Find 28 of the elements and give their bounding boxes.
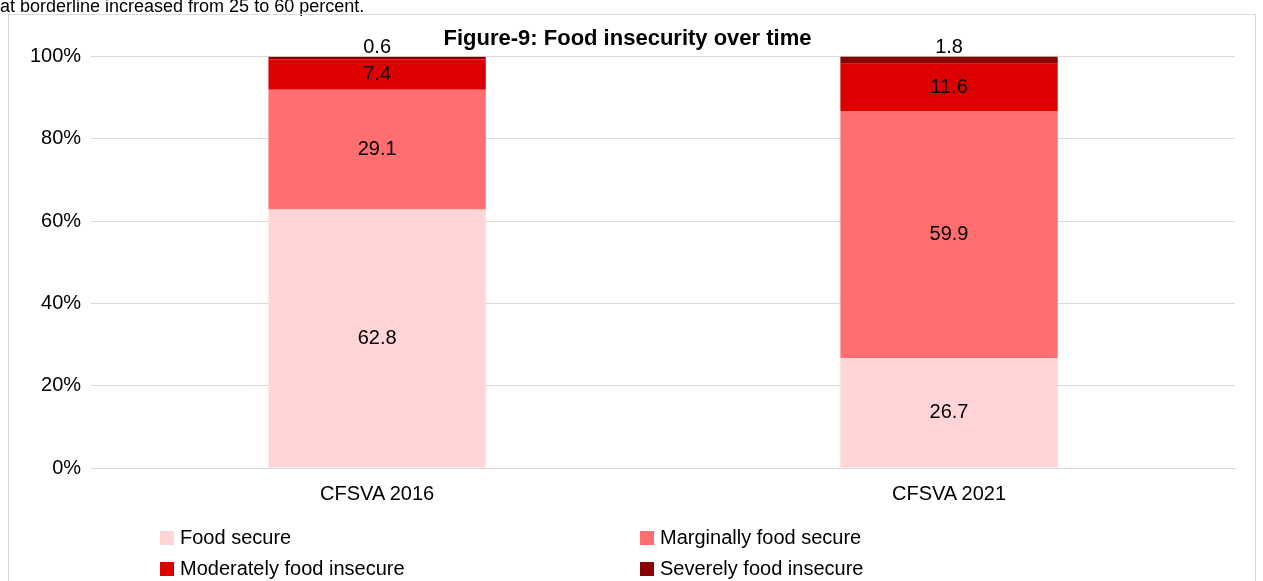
y-tick-label: 20% [41,373,82,396]
y-tick-label: 80% [41,126,82,149]
legend-label: Marginally food secure [660,526,862,549]
legend-label: Severely food insecure [660,557,864,580]
data-label: 62.8 [357,326,397,349]
legend-label: Food secure [180,526,292,549]
bar [268,59,486,90]
data-label: 7.4 [363,62,392,85]
y-tick-label: 40% [41,290,82,313]
x-tick-label: CFSVA 2016 [320,481,435,504]
y-tick-label: 0% [52,455,82,478]
data-label: 59.9 [929,222,969,245]
x-tick-label: CFSVA 2021 [891,481,1007,504]
y-tick-label: 100% [30,43,82,66]
bar [840,56,1058,64]
data-label: 11.6 [930,75,968,98]
legend-label: Moderately food insecure [180,557,405,580]
bar [268,89,486,210]
chart-title: Figure-9: Food insecurity over time [443,25,812,51]
data-label: 0.6 [363,35,392,58]
data-label: 29.1 [357,137,397,160]
bar [840,111,1058,359]
bar [268,209,486,468]
data-label: 26.7 [929,400,969,423]
data-label: 1.8 [935,34,963,57]
bar [840,63,1058,112]
y-tick-label: 60% [41,208,82,231]
bar [840,358,1058,468]
